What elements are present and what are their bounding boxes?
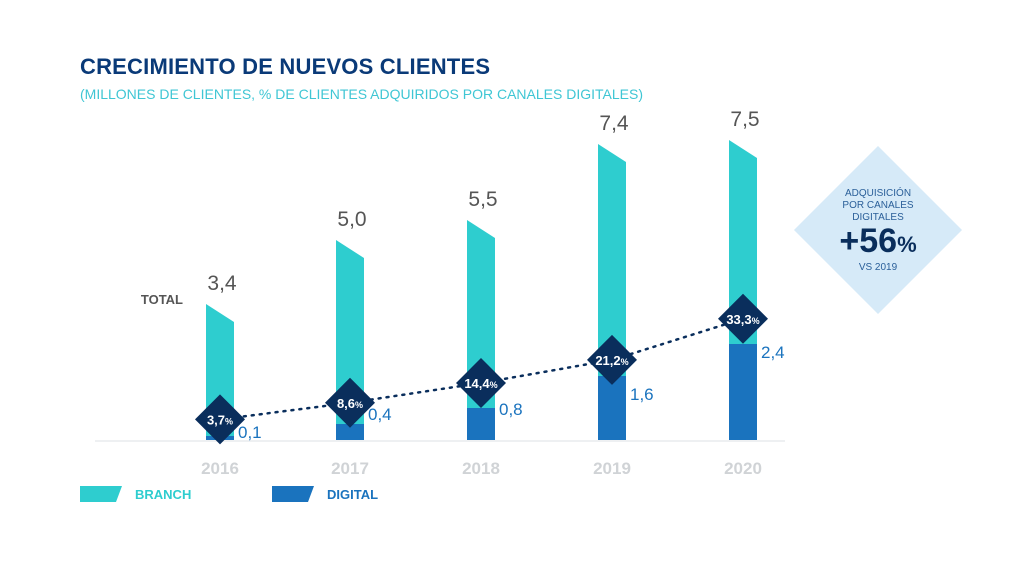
legend-label-digital: DIGITAL — [327, 487, 378, 502]
x-tick-2020: 2020 — [724, 459, 762, 478]
share-label-2016: 3,7% — [207, 412, 233, 427]
total-label-2020: 7,5 — [730, 108, 759, 131]
callout-line1: ADQUISICIÓN — [845, 186, 911, 199]
share-marker-2018 — [456, 358, 506, 409]
share-label-2018: 14,4% — [464, 376, 497, 391]
percent-unit: % — [225, 416, 233, 426]
bar-branch-2018 — [467, 220, 495, 408]
digital-label-2019: 1,6 — [630, 385, 654, 404]
callout-line3: DIGITALES — [852, 212, 904, 223]
share-label-2020: 33,3% — [726, 312, 759, 327]
x-tick-2016: 2016 — [201, 459, 239, 478]
digital-label-2017: 0,4 — [368, 405, 392, 424]
callout-diamond — [794, 146, 962, 314]
percent-unit: % — [490, 380, 498, 390]
x-tick-2017: 2017 — [331, 459, 369, 478]
legend-label-branch: BRANCH — [135, 487, 191, 502]
bar-digital-2020 — [729, 344, 757, 440]
percent-unit: % — [355, 400, 363, 410]
bar-branch-2017 — [336, 240, 364, 424]
callout-unit: % — [897, 232, 917, 257]
bar-digital-2018 — [467, 408, 495, 440]
share-label-2017: 8,6% — [337, 396, 363, 411]
legend-swatch-digital — [272, 486, 314, 502]
bar-digital-2019 — [598, 376, 626, 440]
share-marker-2016 — [195, 394, 245, 445]
digital-label-2018: 0,8 — [499, 400, 523, 419]
share-marker-2019 — [587, 334, 637, 385]
bar-digital-2017 — [336, 424, 364, 440]
share-marker-2020 — [718, 293, 768, 344]
bar-branch-2019 — [598, 144, 626, 376]
share-marker-2017 — [325, 377, 375, 428]
callout-note: VS 2019 — [859, 262, 898, 273]
total-label-2016: 3,4 — [207, 272, 237, 295]
percent-unit: % — [752, 316, 760, 326]
share-label-2019: 21,2% — [595, 353, 628, 368]
chart-title: CRECIMIENTO DE NUEVOS CLIENTES — [80, 54, 491, 79]
total-label-2017: 5,0 — [337, 208, 366, 231]
bar-branch-2020 — [729, 140, 757, 344]
digital-label-2020: 2,4 — [761, 343, 785, 362]
legend-swatch-branch — [80, 486, 122, 502]
x-tick-2019: 2019 — [593, 459, 631, 478]
digital-label-2016: 0,1 — [238, 423, 262, 442]
total-label-2019: 7,4 — [599, 112, 629, 135]
percent-unit: % — [621, 357, 629, 367]
x-tick-2018: 2018 — [462, 459, 500, 478]
total-label-2018: 5,5 — [468, 188, 497, 211]
chart-subtitle: (MILLONES DE CLIENTES, % DE CLIENTES ADQ… — [80, 86, 643, 102]
total-axis-label: TOTAL — [141, 292, 183, 307]
callout-line2: POR CANALES — [842, 200, 913, 211]
